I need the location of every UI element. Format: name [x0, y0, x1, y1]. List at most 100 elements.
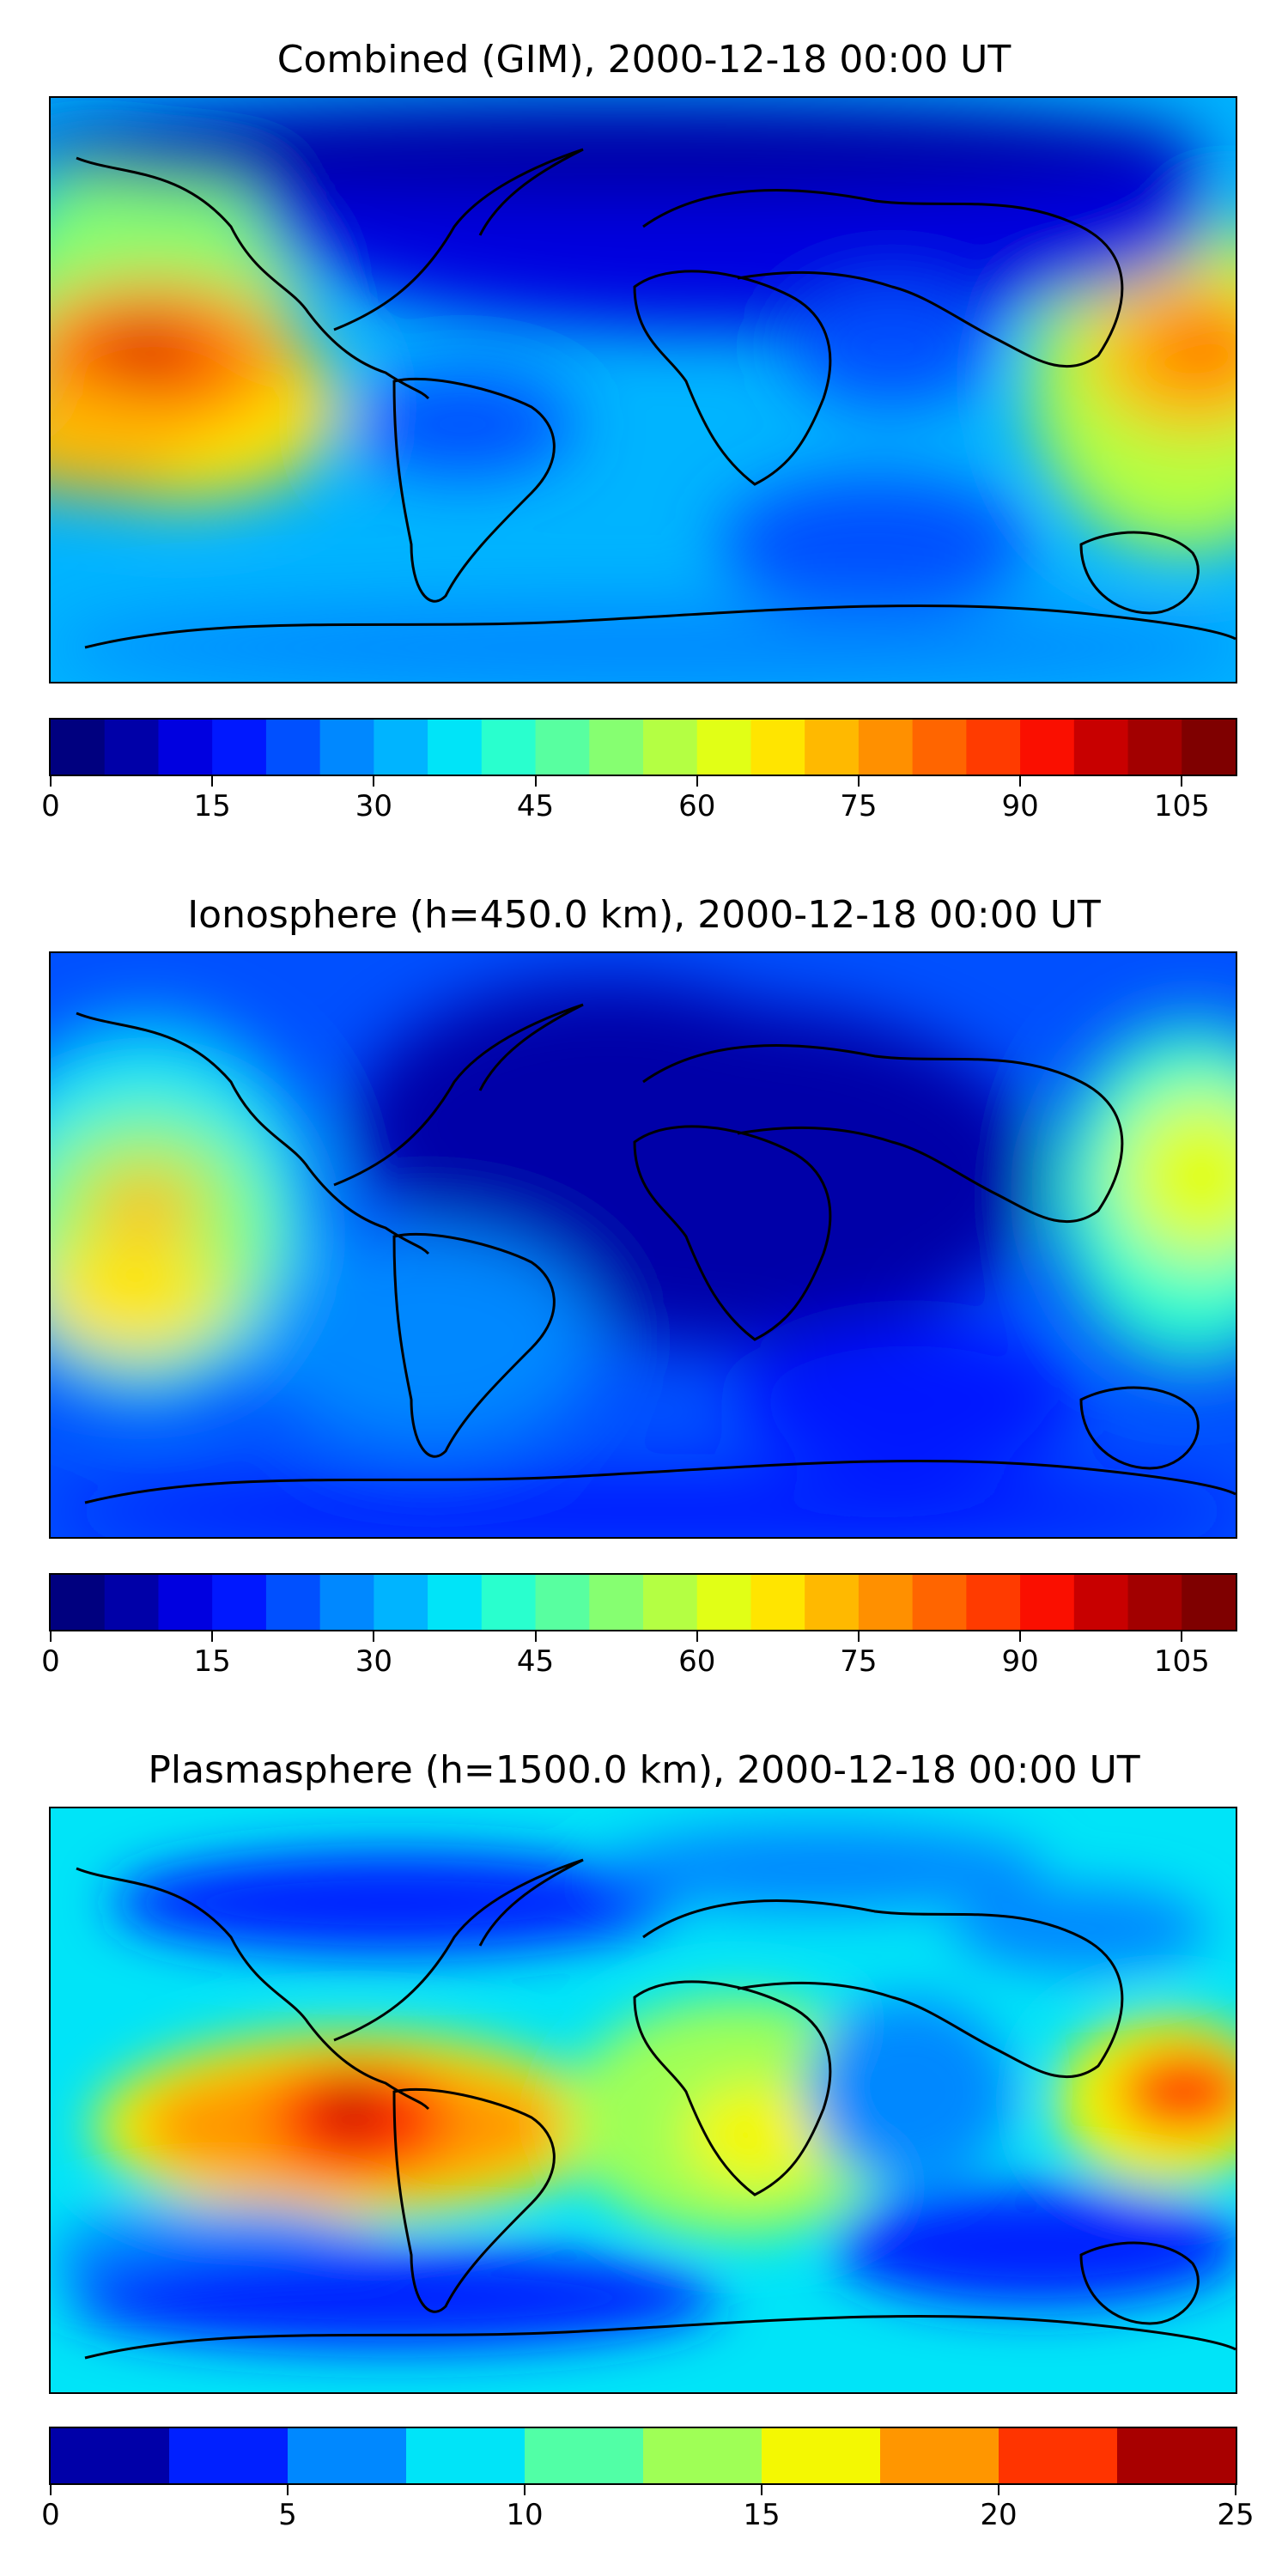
map-canvas — [51, 953, 1236, 1537]
combined-colorbar — [49, 718, 1237, 776]
colorbar-swatch — [696, 1575, 752, 1630]
colorbar-tick-label: 15 — [193, 789, 231, 823]
coastlines — [76, 1858, 1236, 2360]
colorbar-swatch — [212, 1575, 267, 1630]
colorbar-tick — [998, 2485, 999, 2495]
colorbar-tick-label: 20 — [980, 2498, 1018, 2532]
colorbar-swatches — [51, 1575, 1236, 1630]
colorbar-swatch — [51, 2428, 170, 2483]
colorbar-swatch — [158, 720, 213, 775]
colorbar-swatch — [1182, 1575, 1236, 1630]
colorbar-swatch — [535, 1575, 590, 1630]
colorbar-swatch — [750, 720, 805, 775]
colorbar-swatch — [1127, 720, 1182, 775]
colorbar-tick — [1181, 776, 1183, 787]
colorbar-swatch — [51, 720, 106, 775]
colorbar-tick-label: 0 — [41, 2498, 60, 2532]
colorbar-tick — [534, 1631, 537, 1642]
ionosphere-map — [49, 951, 1237, 1539]
tec-field — [51, 979, 1236, 1537]
map-canvas — [51, 98, 1236, 682]
colorbar-swatch — [1020, 1575, 1075, 1630]
colorbar-tick — [1019, 1631, 1022, 1642]
colorbar-swatch — [374, 1575, 428, 1630]
colorbar-swatch — [912, 1575, 967, 1630]
colorbar-swatch — [428, 720, 483, 775]
colorbar-tick — [857, 1631, 860, 1642]
colorbar-tick-label: 45 — [516, 789, 555, 823]
colorbar-swatch — [1020, 720, 1075, 775]
colorbar-tick-label: 25 — [1217, 2498, 1255, 2532]
colorbar-tick — [1019, 776, 1022, 787]
colorbar-tick-label: 15 — [193, 1644, 231, 1679]
colorbar-swatch — [696, 720, 752, 775]
colorbar-swatch — [858, 720, 914, 775]
colorbar-swatch — [265, 720, 321, 775]
colorbar-tick — [761, 2485, 762, 2495]
colorbar-tick-label: 75 — [840, 1644, 878, 1679]
colorbar-tick-label: 105 — [1153, 1644, 1210, 1679]
colorbar-swatch — [319, 1575, 374, 1630]
colorbar-swatch — [1073, 1575, 1129, 1630]
colorbar-swatch — [912, 720, 967, 775]
colorbar-tick-label: 60 — [678, 789, 716, 823]
colorbar-swatch — [212, 720, 267, 775]
colorbar-swatch — [288, 2428, 407, 2483]
coastlines — [76, 148, 1236, 649]
plasmasphere-colorbar — [49, 2427, 1237, 2485]
colorbar-tick-label: 10 — [506, 2498, 544, 2532]
colorbar-tick — [50, 776, 52, 787]
colorbar-tick-label: 30 — [355, 789, 392, 823]
colorbar-swatch — [104, 720, 160, 775]
colorbar-tick — [50, 2485, 52, 2495]
colorbar-swatches — [51, 720, 1236, 775]
colorbar-swatch — [406, 2428, 526, 2483]
colorbar-swatch — [265, 1575, 321, 1630]
colorbar-swatches — [51, 2428, 1236, 2483]
colorbar-swatch — [805, 1575, 860, 1630]
colorbar-tick-label: 15 — [743, 2498, 781, 2532]
colorbar-swatch — [589, 720, 644, 775]
colorbar-swatch — [1073, 720, 1129, 775]
colorbar-swatch — [762, 2428, 881, 2483]
colorbar-swatch — [481, 720, 537, 775]
colorbar-tick — [696, 1631, 698, 1642]
colorbar-tick — [211, 1631, 214, 1642]
colorbar-swatch — [589, 1575, 644, 1630]
colorbar-tick-label: 90 — [1001, 1644, 1039, 1679]
colorbar-swatch — [750, 1575, 805, 1630]
colorbar-swatch — [158, 1575, 213, 1630]
colorbar-tick-label: 0 — [41, 789, 60, 823]
colorbar-swatch — [643, 2428, 762, 2483]
colorbar-swatch — [966, 1575, 1021, 1630]
colorbar-tick-label: 0 — [41, 1644, 60, 1679]
colorbar-tick — [373, 1631, 375, 1642]
colorbar-tick — [534, 776, 537, 787]
colorbar-swatch — [1182, 720, 1236, 775]
colorbar-tick-label: 45 — [516, 1644, 555, 1679]
colorbar-tick-label: 105 — [1153, 789, 1210, 823]
colorbar-tick — [1181, 1631, 1183, 1642]
colorbar-tick-label: 5 — [278, 2498, 297, 2532]
colorbar-swatch — [643, 720, 698, 775]
colorbar-swatch — [1117, 2428, 1236, 2483]
panel-1-title: Combined (GIM), 2000-12-18 00:00 UT — [276, 38, 1012, 82]
tec-field — [51, 98, 1236, 682]
colorbar-tick — [857, 776, 860, 787]
colorbar-swatch — [805, 720, 860, 775]
map-canvas — [51, 1808, 1236, 2392]
tec-field — [51, 1826, 1236, 2349]
colorbar-swatch — [966, 720, 1021, 775]
coastlines — [76, 1003, 1236, 1504]
colorbar-swatch — [1127, 1575, 1182, 1630]
colorbar-swatch — [319, 720, 374, 775]
colorbar-swatch — [481, 1575, 537, 1630]
colorbar-tick — [1235, 2485, 1236, 2495]
colorbar-swatch — [104, 1575, 160, 1630]
colorbar-tick — [211, 776, 214, 787]
colorbar-tick — [524, 2485, 526, 2495]
colorbar-tick-label: 30 — [355, 1644, 392, 1679]
colorbar-tick — [373, 776, 375, 787]
colorbar-tick — [696, 776, 698, 787]
colorbar-tick — [50, 1631, 52, 1642]
